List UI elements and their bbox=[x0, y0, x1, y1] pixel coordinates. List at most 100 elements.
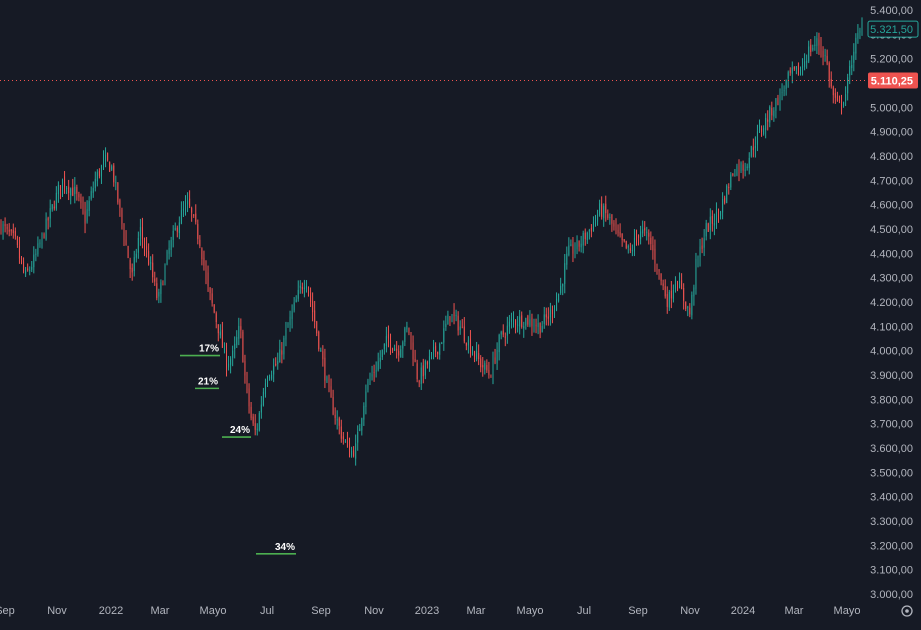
candle bbox=[431, 351, 432, 360]
candle bbox=[98, 168, 100, 179]
candle bbox=[144, 237, 145, 257]
candle bbox=[855, 33, 857, 60]
price-tick-label: 4.900,00 bbox=[870, 127, 913, 139]
candle bbox=[336, 410, 338, 430]
candle bbox=[57, 181, 59, 203]
candle bbox=[670, 280, 672, 309]
candle bbox=[310, 287, 312, 308]
time-tick-label: Sep bbox=[628, 605, 648, 617]
candle bbox=[699, 238, 701, 267]
annotation-34pct[interactable]: 34% bbox=[256, 542, 296, 555]
candle bbox=[447, 310, 449, 325]
candle bbox=[139, 218, 141, 246]
candle bbox=[187, 192, 189, 213]
candle bbox=[76, 184, 78, 201]
price-tick-label: 4.300,00 bbox=[870, 273, 913, 285]
candle bbox=[373, 364, 375, 382]
candle bbox=[787, 70, 789, 88]
candle bbox=[711, 210, 713, 232]
candle bbox=[679, 272, 681, 289]
annotation-17pct[interactable]: 17% bbox=[180, 344, 220, 357]
time-tick-label: 2022 bbox=[99, 605, 123, 617]
candle bbox=[603, 203, 605, 227]
candle bbox=[109, 161, 111, 172]
candle bbox=[371, 365, 373, 381]
candle bbox=[775, 98, 777, 119]
candle bbox=[178, 216, 180, 240]
candle bbox=[340, 419, 342, 443]
price-axis[interactable] bbox=[866, 0, 921, 598]
candle bbox=[498, 333, 500, 361]
candle bbox=[219, 324, 221, 339]
candle bbox=[6, 223, 8, 235]
annotation-label: 34% bbox=[275, 542, 295, 553]
candle bbox=[437, 351, 439, 360]
chart-settings-button[interactable] bbox=[901, 605, 913, 617]
time-tick-label: 2023 bbox=[415, 605, 439, 617]
candle bbox=[633, 229, 635, 257]
time-tick-label: Sep bbox=[0, 605, 15, 617]
candle bbox=[39, 239, 41, 248]
candle bbox=[332, 389, 334, 416]
candle bbox=[814, 36, 816, 51]
candle bbox=[107, 152, 109, 162]
candle bbox=[135, 248, 137, 263]
candle bbox=[705, 219, 707, 241]
candle bbox=[674, 276, 676, 293]
candle bbox=[254, 414, 256, 436]
time-tick-label: Mayo bbox=[200, 605, 227, 617]
annotation-21pct[interactable]: 21% bbox=[195, 376, 219, 390]
annotation-24pct[interactable]: 24% bbox=[222, 425, 251, 438]
candle bbox=[176, 225, 178, 238]
candle bbox=[12, 223, 14, 239]
candle bbox=[439, 342, 441, 360]
candle bbox=[535, 318, 537, 334]
candle bbox=[260, 396, 262, 419]
candle bbox=[607, 209, 609, 220]
current-price-label: 5.321,50 bbox=[870, 24, 913, 36]
candle bbox=[818, 32, 820, 55]
candle bbox=[584, 228, 586, 246]
candle bbox=[492, 351, 494, 385]
candle bbox=[201, 247, 203, 266]
candle bbox=[18, 236, 20, 264]
candle bbox=[414, 349, 416, 363]
candle bbox=[240, 318, 242, 339]
candle bbox=[51, 204, 53, 212]
candle bbox=[103, 150, 104, 171]
candle bbox=[642, 220, 644, 238]
candle bbox=[385, 326, 387, 353]
candle bbox=[570, 239, 572, 247]
candle bbox=[455, 309, 457, 322]
candle bbox=[166, 249, 168, 266]
candle bbox=[820, 36, 822, 58]
time-tick-label: Mar bbox=[785, 605, 804, 617]
candle bbox=[800, 66, 801, 76]
candle bbox=[43, 232, 45, 239]
candle bbox=[197, 219, 199, 245]
candle bbox=[420, 362, 422, 390]
gear-icon bbox=[901, 605, 913, 617]
candle bbox=[418, 379, 420, 388]
candle bbox=[828, 61, 830, 88]
candle bbox=[595, 214, 596, 227]
candle bbox=[759, 119, 760, 133]
candle bbox=[4, 217, 6, 233]
candle bbox=[459, 320, 461, 335]
candle bbox=[687, 305, 689, 317]
candle bbox=[588, 228, 590, 240]
candle bbox=[367, 378, 369, 393]
candle bbox=[264, 378, 266, 398]
time-tick-label: Mar bbox=[151, 605, 170, 617]
candle bbox=[90, 186, 92, 201]
price-tick-label: 3.100,00 bbox=[870, 565, 913, 577]
price-tick-label: 4.200,00 bbox=[870, 297, 913, 309]
price-tick-label: 3.800,00 bbox=[870, 394, 913, 406]
candle bbox=[41, 232, 43, 249]
candle bbox=[451, 313, 453, 323]
candle bbox=[830, 71, 832, 89]
candle bbox=[344, 439, 346, 443]
candle bbox=[59, 184, 61, 200]
